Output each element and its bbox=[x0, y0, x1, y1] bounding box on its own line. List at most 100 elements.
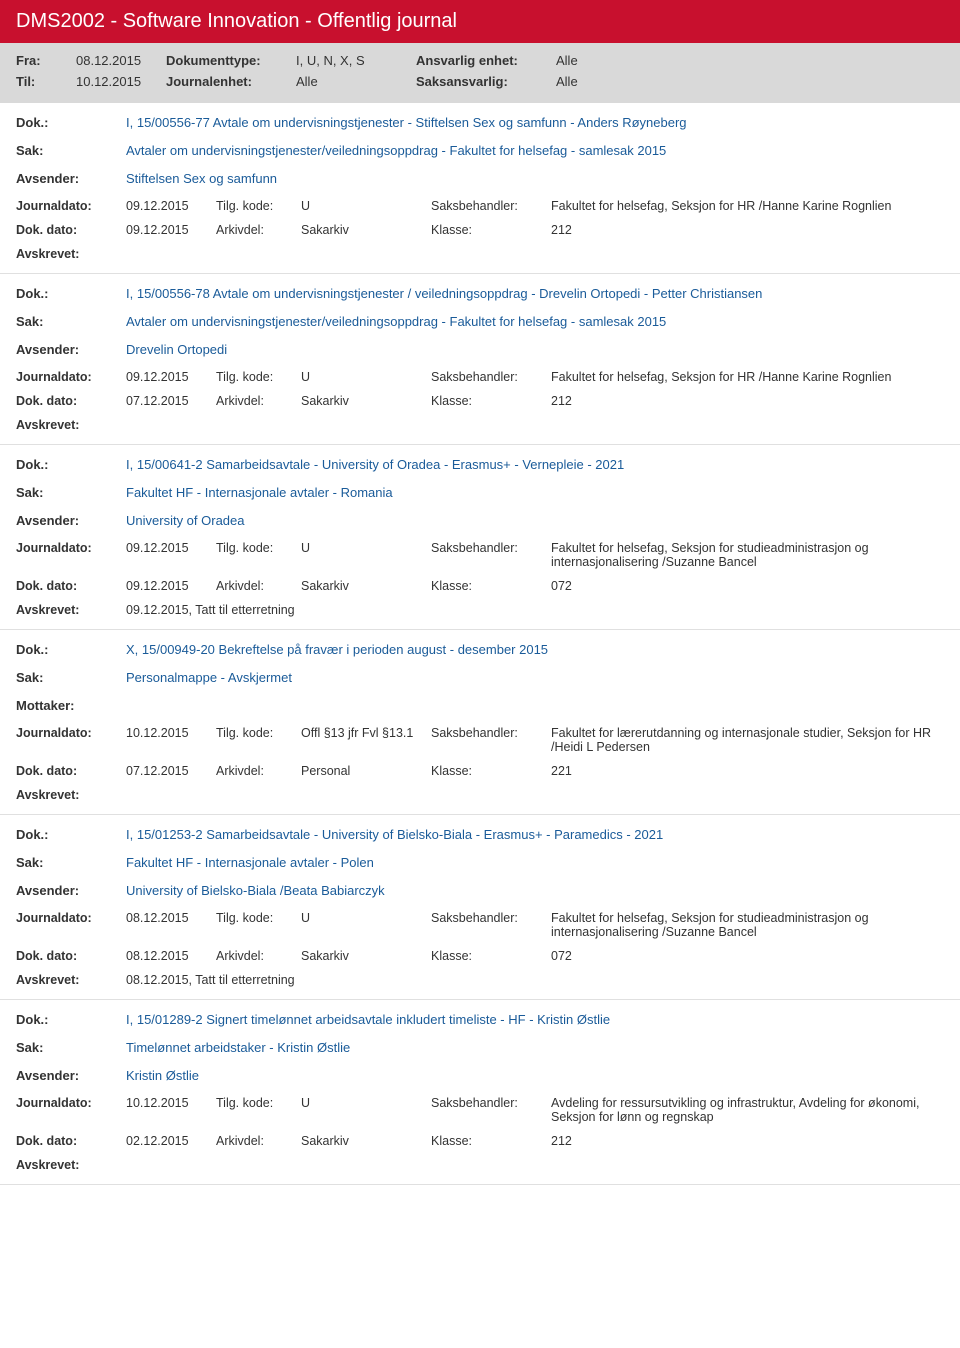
saksbehandler-value: Fakultet for helsefag, Seksjon for HR /H… bbox=[551, 370, 944, 384]
klasse-value: 072 bbox=[551, 949, 944, 963]
dokdato-value: 07.12.2015 bbox=[126, 394, 216, 408]
tilgkode-label: Tilg. kode: bbox=[216, 1096, 301, 1110]
avskrevet-label: Avskrevet: bbox=[16, 1158, 126, 1172]
dokdato-label: Dok. dato: bbox=[16, 394, 126, 408]
journaldato-value: 09.12.2015 bbox=[126, 199, 216, 213]
avskrevet-label: Avskrevet: bbox=[16, 973, 126, 987]
arkivdel-label: Arkivdel: bbox=[216, 394, 301, 408]
sak-link[interactable]: Personalmappe - Avskjermet bbox=[126, 670, 944, 685]
klasse-label: Klasse: bbox=[431, 579, 551, 593]
sak-link[interactable]: Fakultet HF - Internasjonale avtaler - P… bbox=[126, 855, 944, 870]
saksansvarlig-value: Alle bbox=[556, 74, 616, 89]
sak-link[interactable]: Avtaler om undervisningstjenester/veiled… bbox=[126, 143, 944, 158]
klasse-label: Klasse: bbox=[431, 949, 551, 963]
saksbehandler-value: Fakultet for helsefag, Seksjon for studi… bbox=[551, 911, 944, 939]
journal-entry: Dok.: I, 15/01289-2 Signert timelønnet a… bbox=[0, 1000, 960, 1185]
klasse-value: 212 bbox=[551, 394, 944, 408]
journal-entry: Dok.: X, 15/00949-20 Bekreftelse på frav… bbox=[0, 630, 960, 815]
journalenhet-label: Journalenhet: bbox=[166, 74, 296, 89]
dok-label: Dok.: bbox=[16, 827, 126, 842]
til-value: 10.12.2015 bbox=[76, 74, 166, 89]
dokdato-value: 08.12.2015 bbox=[126, 949, 216, 963]
dokdato-value: 07.12.2015 bbox=[126, 764, 216, 778]
arkivdel-label: Arkivdel: bbox=[216, 764, 301, 778]
saksbehandler-label: Saksbehandler: bbox=[431, 541, 551, 555]
journal-entry: Dok.: I, 15/00641-2 Samarbeidsavtale - U… bbox=[0, 445, 960, 630]
sak-link[interactable]: Fakultet HF - Internasjonale avtaler - R… bbox=[126, 485, 944, 500]
saksbehandler-value: Fakultet for lærerutdanning og internasj… bbox=[551, 726, 944, 754]
sak-label: Sak: bbox=[16, 143, 126, 158]
journaldato-value: 09.12.2015 bbox=[126, 370, 216, 384]
klasse-label: Klasse: bbox=[431, 223, 551, 237]
arkivdel-value: Sakarkiv bbox=[301, 949, 431, 963]
sak-link[interactable]: Timelønnet arbeidstaker - Kristin Østlie bbox=[126, 1040, 944, 1055]
party-value: University of Oradea bbox=[126, 513, 944, 528]
arkivdel-value: Personal bbox=[301, 764, 431, 778]
dok-link[interactable]: I, 15/00556-77 Avtale om undervisningstj… bbox=[126, 115, 944, 130]
avskrevet-label: Avskrevet: bbox=[16, 788, 126, 802]
sak-link[interactable]: Avtaler om undervisningstjenester/veiled… bbox=[126, 314, 944, 329]
journaldato-label: Journaldato: bbox=[16, 199, 126, 213]
tilgkode-value: U bbox=[301, 911, 431, 925]
dok-link[interactable]: I, 15/01289-2 Signert timelønnet arbeids… bbox=[126, 1012, 944, 1027]
party-value: Stiftelsen Sex og samfunn bbox=[126, 171, 944, 186]
avskrevet-label: Avskrevet: bbox=[16, 418, 126, 432]
saksbehandler-label: Saksbehandler: bbox=[431, 370, 551, 384]
klasse-value: 212 bbox=[551, 223, 944, 237]
dokumenttype-value: I, U, N, X, S bbox=[296, 53, 416, 68]
saksbehandler-label: Saksbehandler: bbox=[431, 911, 551, 925]
avskrevet-value: 09.12.2015, Tatt til etterretning bbox=[126, 603, 944, 617]
klasse-value: 212 bbox=[551, 1134, 944, 1148]
journaldato-label: Journaldato: bbox=[16, 1096, 126, 1110]
dok-label: Dok.: bbox=[16, 286, 126, 301]
arkivdel-value: Sakarkiv bbox=[301, 1134, 431, 1148]
journal-entry: Dok.: I, 15/01253-2 Samarbeidsavtale - U… bbox=[0, 815, 960, 1000]
tilgkode-label: Tilg. kode: bbox=[216, 911, 301, 925]
fra-label: Fra: bbox=[16, 53, 76, 68]
tilgkode-value: U bbox=[301, 1096, 431, 1110]
party-value: Drevelin Ortopedi bbox=[126, 342, 944, 357]
sak-label: Sak: bbox=[16, 314, 126, 329]
dokdato-label: Dok. dato: bbox=[16, 1134, 126, 1148]
journaldato-label: Journaldato: bbox=[16, 726, 126, 740]
dok-label: Dok.: bbox=[16, 457, 126, 472]
arkivdel-label: Arkivdel: bbox=[216, 1134, 301, 1148]
dok-label: Dok.: bbox=[16, 1012, 126, 1027]
journal-entry: Dok.: I, 15/00556-77 Avtale om undervisn… bbox=[0, 103, 960, 274]
arkivdel-label: Arkivdel: bbox=[216, 579, 301, 593]
tilgkode-label: Tilg. kode: bbox=[216, 370, 301, 384]
journaldato-label: Journaldato: bbox=[16, 370, 126, 384]
party-value: Kristin Østlie bbox=[126, 1068, 944, 1083]
klasse-label: Klasse: bbox=[431, 394, 551, 408]
dokdato-label: Dok. dato: bbox=[16, 949, 126, 963]
party-label: Avsender: bbox=[16, 513, 126, 528]
dokumenttype-label: Dokumenttype: bbox=[166, 53, 296, 68]
saksbehandler-value: Fakultet for helsefag, Seksjon for HR /H… bbox=[551, 199, 944, 213]
dokdato-label: Dok. dato: bbox=[16, 579, 126, 593]
dokdato-value: 02.12.2015 bbox=[126, 1134, 216, 1148]
sak-label: Sak: bbox=[16, 485, 126, 500]
journaldato-value: 09.12.2015 bbox=[126, 541, 216, 555]
dok-link[interactable]: I, 15/01253-2 Samarbeidsavtale - Univers… bbox=[126, 827, 944, 842]
tilgkode-label: Tilg. kode: bbox=[216, 199, 301, 213]
party-label: Avsender: bbox=[16, 883, 126, 898]
dok-link[interactable]: X, 15/00949-20 Bekreftelse på fravær i p… bbox=[126, 642, 944, 657]
tilgkode-value: U bbox=[301, 370, 431, 384]
journaldato-label: Journaldato: bbox=[16, 911, 126, 925]
dok-link[interactable]: I, 15/00556-78 Avtale om undervisningstj… bbox=[126, 286, 944, 301]
dok-label: Dok.: bbox=[16, 115, 126, 130]
journaldato-value: 10.12.2015 bbox=[126, 1096, 216, 1110]
party-value: University of Bielsko-Biala /Beata Babia… bbox=[126, 883, 944, 898]
dokdato-value: 09.12.2015 bbox=[126, 579, 216, 593]
klasse-value: 221 bbox=[551, 764, 944, 778]
party-label: Avsender: bbox=[16, 342, 126, 357]
ansvarlig-enhet-value: Alle bbox=[556, 53, 616, 68]
saksansvarlig-label: Saksansvarlig: bbox=[416, 74, 556, 89]
dok-link[interactable]: I, 15/00641-2 Samarbeidsavtale - Univers… bbox=[126, 457, 944, 472]
arkivdel-value: Sakarkiv bbox=[301, 394, 431, 408]
fra-value: 08.12.2015 bbox=[76, 53, 166, 68]
journaldato-value: 10.12.2015 bbox=[126, 726, 216, 740]
tilgkode-value: U bbox=[301, 541, 431, 555]
klasse-label: Klasse: bbox=[431, 764, 551, 778]
klasse-value: 072 bbox=[551, 579, 944, 593]
